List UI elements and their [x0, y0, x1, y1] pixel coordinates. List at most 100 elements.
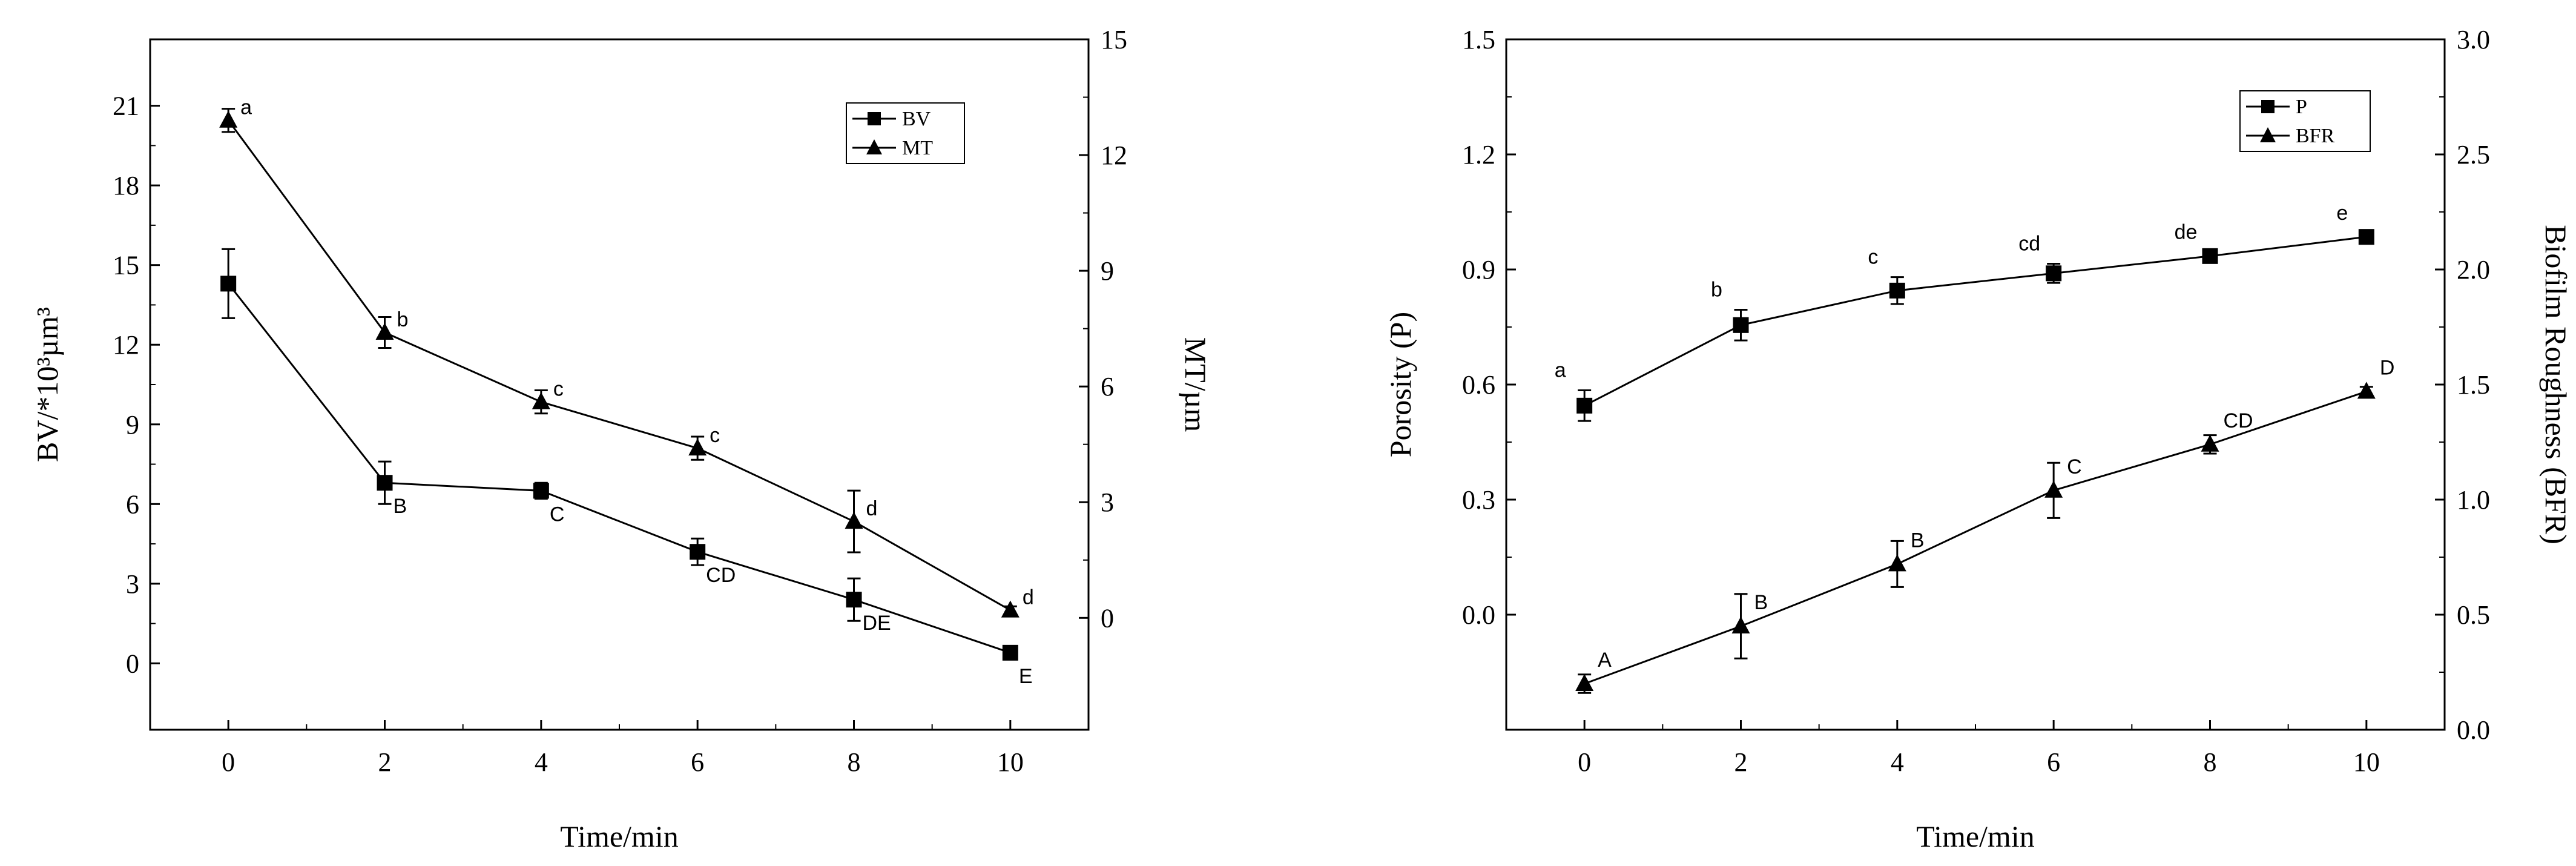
- y-left-tick-label: 15: [113, 251, 139, 280]
- data-point-p: [1733, 317, 1749, 333]
- y-right-tick-label: 0: [1101, 603, 1114, 633]
- data-point-mt: [375, 323, 394, 340]
- y-left-tick-label: 3: [126, 569, 139, 599]
- x-axis-label: Time/min: [1916, 819, 2034, 853]
- axis-ticks: [1506, 38, 2445, 731]
- data-point-bfr: [1731, 616, 1750, 633]
- significance-letter-mt: c: [553, 378, 564, 401]
- y-left-tick-labels: 0.0 0.3 0.6 0.9 1.2 1.5: [1462, 25, 1495, 630]
- y-right-tick-label: 3: [1101, 488, 1114, 517]
- y-right-tick-label: 2.5: [2457, 140, 2490, 170]
- series-line-bfr: [1584, 390, 2367, 685]
- y-left-tick-label: 12: [113, 330, 139, 360]
- legend-triangle-marker: [866, 139, 882, 154]
- y-left-tick-label: 9: [126, 410, 139, 440]
- x-tick-label: 8: [2204, 747, 2217, 777]
- data-point-p: [2202, 248, 2218, 264]
- legend-square-marker: [2261, 100, 2275, 113]
- significance-letter-mt: a: [240, 96, 252, 119]
- significance-letter-bfr: CD: [2224, 409, 2253, 432]
- y-left-tick-label: 6: [126, 489, 139, 519]
- significance-letter-bfr: D: [2380, 356, 2395, 379]
- chart-p-bfr: 0 2 4 6 8 10 0.0 0.3 0.6 0.9 1.2 1.5 0.0 0.5 1.0 1.5 2…: [1383, 25, 2573, 853]
- significance-letter-bfr: B: [1911, 529, 1925, 552]
- y-right-tick-label: 0.0: [2457, 715, 2490, 745]
- data-point-bfr: [2201, 434, 2219, 452]
- x-tick-label: 10: [2353, 747, 2380, 777]
- data-point-bv: [846, 592, 862, 608]
- x-tick-label: 6: [691, 747, 704, 777]
- y-right-tick-label: 9: [1101, 256, 1114, 286]
- data-point-bv: [220, 276, 237, 292]
- significance-letter-bv: E: [1019, 665, 1033, 688]
- significance-letter-mt: d: [1023, 586, 1034, 609]
- data-point-p: [1889, 282, 1905, 299]
- y-left-tick-label: 0: [126, 649, 139, 678]
- y-right-tick-label: 15: [1101, 25, 1127, 55]
- series-layer: B C CD DE Ea b c c d d: [219, 96, 1034, 688]
- y-right-tick-label: 0.5: [2457, 600, 2490, 630]
- y-axis-label-left: BV/*10³µm³: [30, 307, 64, 462]
- significance-letter-bfr: B: [1754, 591, 1768, 614]
- x-tick-label: 8: [848, 747, 861, 777]
- significance-letter-bv: CD: [706, 564, 736, 587]
- data-point-mt: [688, 438, 707, 456]
- legend-label-bfr: BFR: [2296, 125, 2335, 147]
- series-line-bv: [227, 283, 1011, 654]
- y-right-tick-label: 3.0: [2457, 25, 2490, 55]
- data-point-mt: [532, 392, 550, 409]
- significance-letter-mt: b: [397, 308, 409, 331]
- legend-label-mt: MT: [902, 137, 933, 159]
- legend-label-p: P: [2296, 96, 2307, 118]
- y-left-tick-label: 1.5: [1462, 25, 1495, 55]
- data-point-mt: [845, 512, 863, 529]
- y-right-tick-label: 12: [1101, 140, 1127, 170]
- data-point-bfr: [2357, 382, 2376, 399]
- x-tick-label: 4: [1891, 747, 1904, 777]
- y-axis-label-right: MT/µm: [1179, 337, 1213, 432]
- data-point-mt: [219, 110, 238, 128]
- x-tick-label: 2: [378, 747, 392, 777]
- data-point-p: [2046, 265, 2062, 282]
- significance-letter-p: de: [2175, 221, 2198, 244]
- data-point-bfr: [2044, 480, 2063, 498]
- y-right-tick-label: 6: [1101, 372, 1114, 402]
- x-tick-label: 4: [535, 747, 548, 777]
- series-line-mt: [227, 119, 1011, 611]
- data-point-mt: [1001, 600, 1020, 618]
- x-tick-label: 10: [997, 747, 1024, 777]
- significance-letter-mt: c: [710, 424, 720, 447]
- x-tick-labels: 0 2 4 6 8 10: [222, 747, 1024, 777]
- y-right-tick-label: 1.0: [2457, 485, 2490, 515]
- x-tick-label: 0: [1578, 747, 1591, 777]
- data-point-bfr: [1575, 674, 1594, 691]
- data-point-bv: [533, 483, 549, 499]
- y-right-tick-labels: 0.0 0.5 1.0 1.5 2.0 2.5 3.0: [2457, 25, 2490, 745]
- data-point-bv: [690, 544, 706, 560]
- significance-letter-p: b: [1711, 279, 1722, 302]
- significance-letter-p: c: [1868, 246, 1878, 269]
- significance-letter-bfr: A: [1598, 649, 1612, 672]
- significance-letter-bv: B: [394, 495, 407, 518]
- y-left-tick-label: 18: [113, 171, 139, 200]
- axis-ticks: [150, 38, 1089, 730]
- significance-letter-p: e: [2336, 202, 2348, 225]
- data-point-bv: [377, 475, 393, 491]
- legend-label-bv: BV: [902, 108, 931, 130]
- y-right-tick-labels: 0 3 6 9 12 15: [1101, 25, 1127, 633]
- x-tick-label: 6: [2047, 747, 2060, 777]
- y-left-tick-label: 1.2: [1462, 140, 1495, 170]
- y-left-tick-label: 0.9: [1462, 255, 1495, 285]
- significance-letter-bv: C: [550, 503, 565, 526]
- y-left-tick-label: 21: [113, 91, 139, 121]
- legend-square-marker: [868, 112, 881, 125]
- data-point-bfr: [1888, 554, 1906, 572]
- chart-bv-mt: 0 2 4 6 8 10 0 3 6 9 12 15 18 21 0 3 6 9 12 15 B C CD DE Ea b c…: [30, 25, 1213, 853]
- y-left-tick-label: 0.0: [1462, 600, 1495, 630]
- legend-box: [846, 102, 965, 164]
- x-tick-label: 0: [222, 747, 235, 777]
- x-tick-labels: 0 2 4 6 8 10: [1578, 747, 2380, 777]
- data-point-bv: [1002, 644, 1018, 661]
- significance-letter-mt: d: [866, 497, 878, 520]
